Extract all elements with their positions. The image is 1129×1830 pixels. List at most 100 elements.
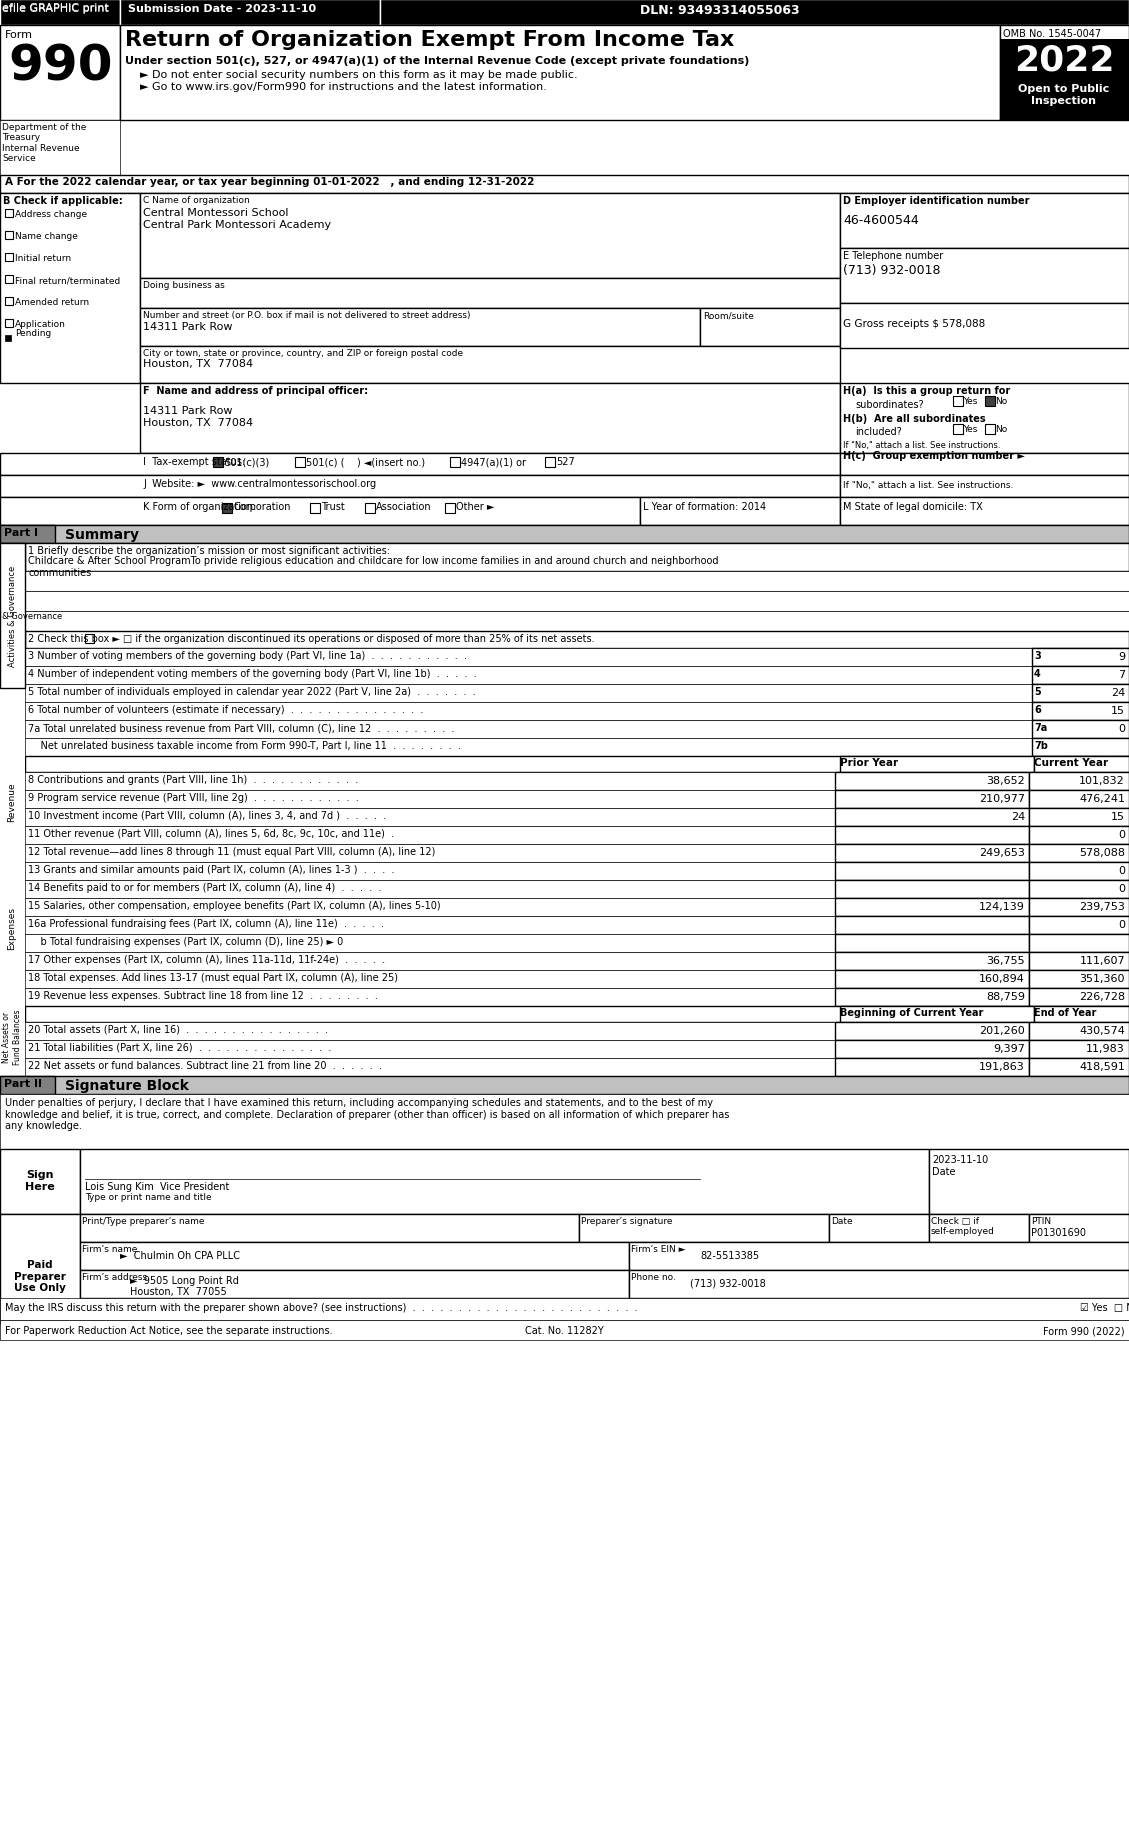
Text: Yes: Yes <box>963 397 978 406</box>
Text: 88,759: 88,759 <box>986 992 1025 1001</box>
Bar <box>450 458 460 468</box>
Text: Trust: Trust <box>321 501 344 512</box>
Text: Name change: Name change <box>15 232 78 242</box>
Text: 1 Briefly describe the organization’s mission or most significant activities:: 1 Briefly describe the organization’s mi… <box>28 545 390 556</box>
Bar <box>80 1270 629 1297</box>
Bar <box>25 827 835 844</box>
Bar <box>1000 82 1129 121</box>
Bar <box>835 952 1029 970</box>
Text: Type or print name and title: Type or print name and title <box>85 1193 211 1200</box>
Text: H(a)  Is this a group return for: H(a) Is this a group return for <box>843 386 1010 395</box>
Text: 7a Total unrelated business revenue from Part VIII, column (C), line 12  .  .  .: 7a Total unrelated business revenue from… <box>28 723 455 732</box>
Bar <box>25 544 1129 571</box>
Bar <box>0 454 840 476</box>
Bar <box>25 917 835 935</box>
Bar <box>25 591 1129 611</box>
Bar <box>445 503 455 514</box>
Text: Department of the
Treasury
Internal Revenue
Service: Department of the Treasury Internal Reve… <box>2 123 87 163</box>
Bar <box>25 1041 835 1058</box>
Text: 226,728: 226,728 <box>1079 992 1124 1001</box>
Bar <box>140 278 840 309</box>
Bar <box>840 756 1034 772</box>
Bar <box>640 498 840 525</box>
Bar <box>840 498 1129 525</box>
Text: 249,653: 249,653 <box>979 847 1025 858</box>
Bar <box>140 348 840 384</box>
Bar <box>835 1023 1029 1041</box>
Bar <box>835 809 1029 827</box>
Bar <box>1029 988 1129 1007</box>
Bar <box>25 844 835 862</box>
Text: 20 Total assets (Part X, line 16)  .  .  .  .  .  .  .  .  .  .  .  .  .  .  .  : 20 Total assets (Part X, line 16) . . . … <box>28 1025 329 1034</box>
Text: Activities & Governance: Activities & Governance <box>8 565 17 666</box>
Bar <box>0 26 120 121</box>
Text: subordinates?: subordinates? <box>855 399 924 410</box>
Text: Houston, TX  77055: Houston, TX 77055 <box>130 1286 227 1296</box>
Text: 5: 5 <box>1034 686 1041 697</box>
Bar <box>1029 935 1129 952</box>
Text: B Check if applicable:: B Check if applicable: <box>3 196 123 207</box>
Bar <box>25 571 1129 591</box>
Bar <box>25 1007 1129 1023</box>
Text: 990: 990 <box>8 42 113 90</box>
Bar <box>0 1297 1129 1319</box>
Text: If "No," attach a list. See instructions.: If "No," attach a list. See instructions… <box>843 441 1000 450</box>
Text: Open to Public
Inspection: Open to Public Inspection <box>1018 84 1110 106</box>
Bar <box>25 1023 835 1041</box>
Text: Corporation: Corporation <box>233 501 290 512</box>
Text: 7b: 7b <box>1034 741 1048 750</box>
Bar <box>840 194 1129 249</box>
Text: 210,977: 210,977 <box>979 794 1025 803</box>
Bar <box>25 880 835 899</box>
Bar <box>25 631 1129 648</box>
Text: Print/Type preparer’s name: Print/Type preparer’s name <box>82 1217 204 1226</box>
Bar <box>0 1149 80 1215</box>
Bar <box>629 1270 1129 1297</box>
Text: Signature Block: Signature Block <box>65 1078 189 1093</box>
Bar <box>25 899 835 917</box>
Text: ☑ Yes  □ No: ☑ Yes □ No <box>1080 1303 1129 1312</box>
Bar <box>0 1076 1129 1094</box>
Text: b Total fundraising expenses (Part IX, column (D), line 25) ► 0: b Total fundraising expenses (Part IX, c… <box>28 937 343 946</box>
Text: Expenses: Expenses <box>8 906 17 950</box>
Bar <box>25 809 835 827</box>
Bar <box>0 121 120 176</box>
Bar <box>0 525 1129 544</box>
Bar <box>25 611 1129 631</box>
Bar <box>1032 721 1129 739</box>
Bar <box>5 254 14 262</box>
Text: 9,397: 9,397 <box>994 1043 1025 1054</box>
Bar <box>25 862 835 880</box>
Bar <box>1034 1007 1129 1023</box>
Text: 0: 0 <box>1118 884 1124 893</box>
Text: 0: 0 <box>1118 723 1124 734</box>
Bar <box>0 1319 1129 1340</box>
Text: ►  Chulmin Oh CPA PLLC: ► Chulmin Oh CPA PLLC <box>120 1250 240 1261</box>
Text: Phone no.: Phone no. <box>631 1272 676 1281</box>
Text: 36,755: 36,755 <box>987 955 1025 966</box>
Bar <box>840 454 1129 476</box>
Text: Childcare & After School ProgramTo privide religious education and childcare for: Childcare & After School ProgramTo privi… <box>28 556 718 576</box>
Bar <box>80 1215 579 1243</box>
Bar <box>1029 791 1129 809</box>
Bar <box>380 0 1129 26</box>
Text: Doing business as: Doing business as <box>143 280 225 289</box>
Bar <box>835 862 1029 880</box>
Bar <box>1000 26 1129 121</box>
Bar <box>5 210 14 218</box>
Text: Houston, TX  77084: Houston, TX 77084 <box>143 359 253 370</box>
Text: ► Do not enter social security numbers on this form as it may be made public.: ► Do not enter social security numbers o… <box>140 70 578 81</box>
Bar <box>0 544 25 688</box>
Bar <box>25 791 835 809</box>
Bar <box>80 1149 929 1215</box>
Bar <box>835 935 1029 952</box>
Text: (713) 932-0018: (713) 932-0018 <box>690 1279 765 1288</box>
Text: Current Year: Current Year <box>1034 758 1109 767</box>
Text: Summary: Summary <box>65 527 139 542</box>
Text: 14311 Park Row: 14311 Park Row <box>143 322 233 331</box>
Text: L Year of formation: 2014: L Year of formation: 2014 <box>644 501 767 512</box>
Bar <box>5 298 14 306</box>
Text: 13 Grants and similar amounts paid (Part IX, column (A), lines 1-3 )  .  .  .  .: 13 Grants and similar amounts paid (Part… <box>28 864 394 875</box>
Text: 191,863: 191,863 <box>979 1061 1025 1071</box>
Text: J  Website: ►  www.centralmontessorischool.org: J Website: ► www.centralmontessorischool… <box>143 479 376 489</box>
